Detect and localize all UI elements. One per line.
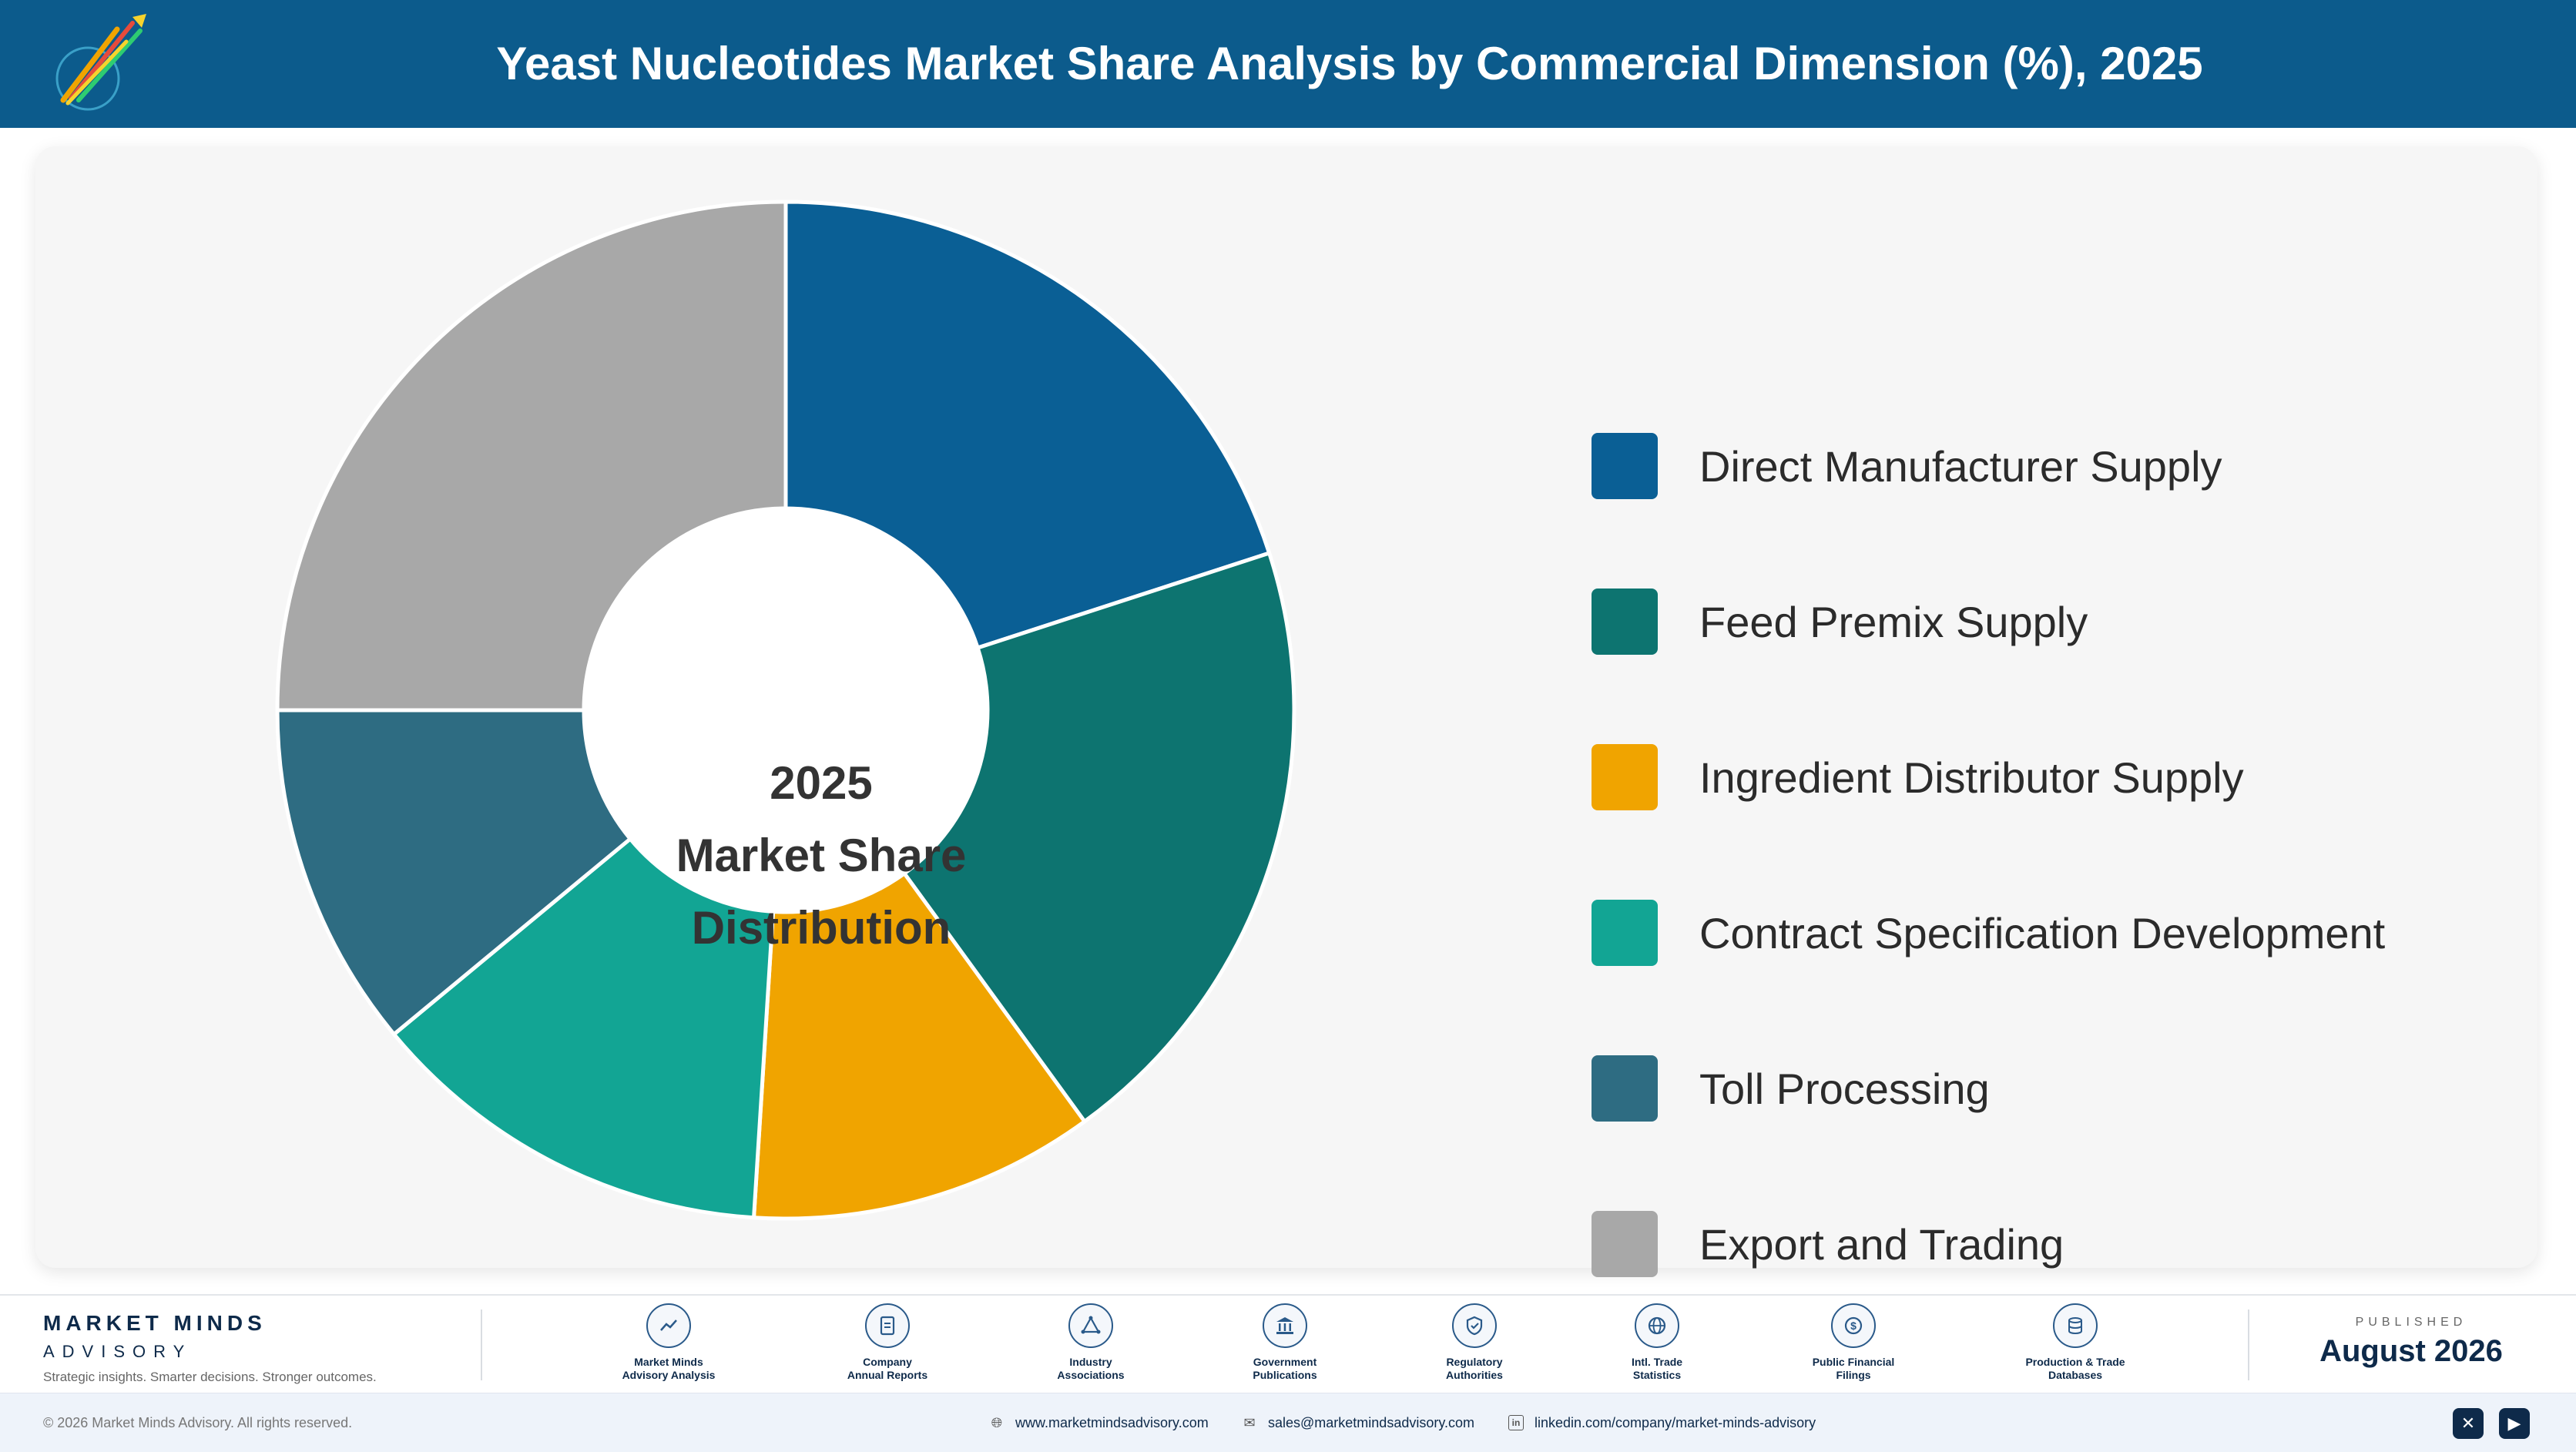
legend-label: Feed Premix Supply [1699, 597, 2088, 646]
government-building-icon [1263, 1303, 1307, 1348]
currency-icon: $ [1831, 1303, 1876, 1348]
document-icon [865, 1303, 910, 1348]
database-icon [2053, 1303, 2098, 1348]
page-title: Yeast Nucleotides Market Share Analysis … [496, 38, 2203, 89]
legend-item: Toll Processing [1592, 1055, 2516, 1122]
mail-icon: ✉ [1243, 1415, 1256, 1430]
linkedin-text[interactable]: linkedin.com/company/market-minds-adviso… [1535, 1415, 1816, 1430]
source-label: Industry Associations [1057, 1356, 1125, 1381]
source-label: Intl. Trade Statistics [1631, 1356, 1683, 1381]
legend-item: Export and Trading [1592, 1211, 2516, 1277]
source-industry-associations: Industry Associations [1006, 1303, 1176, 1382]
source-label: Government Publications [1253, 1356, 1317, 1381]
network-icon [1068, 1303, 1113, 1348]
linkedin-link[interactable]: in linkedin.com/company/market-minds-adv… [1508, 1393, 1816, 1452]
brand-name: MARKET MINDS [43, 1311, 267, 1335]
linkedin-icon: in [1508, 1415, 1524, 1430]
source-label: Company Annual Reports [847, 1356, 928, 1381]
published-label: PUBLISHED [2355, 1316, 2467, 1329]
source-government-publications: Government Publications [1200, 1303, 1370, 1382]
footer-divider [2248, 1309, 2249, 1380]
globe-icon [1635, 1303, 1679, 1348]
legend-label: Toll Processing [1699, 1064, 1990, 1113]
published-info: PUBLISHED August 2026 [2249, 1316, 2573, 1369]
legend-swatch [1592, 1055, 1658, 1122]
brand-subtitle: ADVISORY [43, 1342, 193, 1361]
website-link[interactable]: 🌐︎ www.marketmindsadvisory.com [989, 1393, 1209, 1452]
source-trade-databases: Production & Trade Databases [1991, 1303, 2160, 1382]
legend-label: Direct Manufacturer Supply [1699, 441, 2222, 491]
source-label: Public Financial Filings [1812, 1356, 1895, 1381]
shield-check-icon [1452, 1303, 1497, 1348]
chart-card: 2025 Market Share Distribution Direct Ma… [35, 146, 2537, 1277]
pie-chart [275, 200, 1296, 1221]
x-social-icon[interactable]: ✕ [2453, 1408, 2484, 1439]
legend-label: Ingredient Distributor Supply [1699, 753, 2244, 802]
source-company-reports: Company Annual Reports [803, 1303, 972, 1382]
footer-bottom-bar: © 2026 Market Minds Advisory. All rights… [0, 1393, 2576, 1452]
header-bar: Yeast Nucleotides Market Share Analysis … [0, 0, 2576, 128]
legend-label: Contract Specification Development [1699, 908, 2386, 957]
source-market-minds-analysis: Market Minds Advisory Analysis [584, 1303, 753, 1382]
source-label: Market Minds Advisory Analysis [622, 1356, 716, 1381]
legend-item: Contract Specification Development [1592, 900, 2516, 966]
published-date: August 2026 [2319, 1334, 2503, 1368]
website-text[interactable]: www.marketmindsadvisory.com [1015, 1415, 1209, 1430]
legend-item: Feed Premix Supply [1592, 589, 2516, 655]
center-label-line3: Distribution [691, 902, 951, 954]
legend-item: Direct Manufacturer Supply [1592, 433, 2516, 499]
center-label-line2: Market Share [676, 830, 967, 881]
center-label-year: 2025 [770, 757, 873, 809]
copyright-text: © 2026 Market Minds Advisory. All rights… [43, 1415, 353, 1430]
source-label: Regulatory Authorities [1446, 1356, 1503, 1381]
donut-hole [584, 508, 988, 912]
source-regulatory-authorities: Regulatory Authorities [1390, 1303, 1559, 1382]
legend-swatch [1592, 744, 1658, 810]
legend-label: Export and Trading [1699, 1219, 2064, 1269]
footer-divider [481, 1309, 482, 1380]
brand-tagline: Strategic insights. Smarter decisions. S… [43, 1370, 377, 1384]
legend-swatch [1592, 433, 1658, 499]
company-logo [55, 14, 146, 111]
legend-item: Ingredient Distributor Supply [1592, 744, 2516, 810]
legend-swatch [1592, 589, 1658, 655]
footer-brand: MARKET MINDS ADVISORY Strategic insights… [43, 1311, 377, 1385]
youtube-social-icon[interactable]: ▶ [2499, 1408, 2530, 1439]
globe-icon: 🌐︎ [991, 1415, 1003, 1430]
svg-text:$: $ [1850, 1320, 1857, 1332]
trend-chart-icon [646, 1303, 691, 1348]
legend-swatch [1592, 900, 1658, 966]
footer: MARKET MINDS ADVISORY Strategic insights… [0, 1294, 2576, 1452]
source-financial-filings: $ Public Financial Filings [1769, 1303, 1938, 1382]
source-trade-statistics: Intl. Trade Statistics [1572, 1303, 1742, 1382]
pie-center-label: 2025 Market Share Distribution [590, 747, 1052, 964]
source-label: Production & Trade Databases [2025, 1356, 2125, 1381]
email-link[interactable]: ✉ sales@marketmindsadvisory.com [1242, 1393, 1474, 1452]
legend-swatch [1592, 1211, 1658, 1277]
email-text[interactable]: sales@marketmindsadvisory.com [1268, 1415, 1475, 1430]
